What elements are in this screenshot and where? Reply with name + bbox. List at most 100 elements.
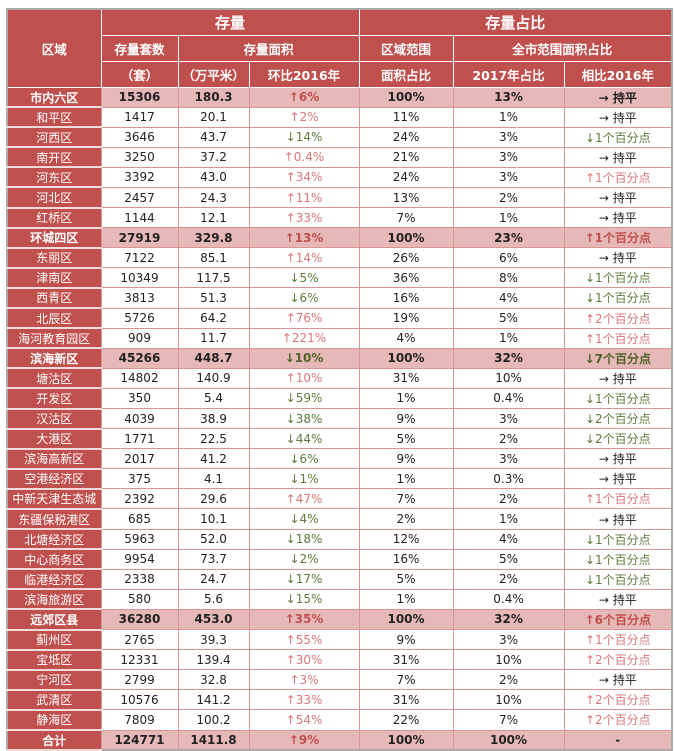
units-cell: 10349: [100, 267, 179, 289]
region-name: 河东区: [7, 167, 101, 189]
area-change-cell: ↑47%: [248, 488, 360, 510]
units-cell: 12331: [100, 649, 179, 671]
table-row: 河北区 2457 24.3 ↑11% 13% 2% → 持平: [7, 186, 673, 209]
region-name: 环城四区: [7, 227, 101, 249]
vs2016-cell: ↓2个百分点: [563, 428, 673, 450]
share2017-cell: 2%: [452, 186, 565, 209]
region-name: 汉沽区: [7, 408, 101, 430]
units-cell: 7809: [100, 709, 179, 731]
vs2016-cell: ↓1个百分点: [563, 568, 673, 590]
table-row: 中心商务区 9954 73.7 ↓2% 16% 5% ↓1个百分点: [7, 548, 673, 571]
region-share-cell: 1%: [358, 387, 454, 410]
units-cell: 45266: [100, 347, 179, 369]
vs2016-cell: → 持平: [563, 588, 673, 610]
vs2016-cell: → 持平: [563, 367, 673, 389]
share2017-cell: 13%: [452, 87, 565, 108]
share2017-cell: 23%: [452, 227, 565, 249]
region-share-cell: 24%: [358, 126, 454, 148]
table-row: 西青区 3813 51.3 ↓6% 16% 4% ↓1个百分点: [7, 287, 673, 310]
area-cell: 5.6: [177, 588, 250, 610]
area-change-cell: ↓6%: [248, 448, 360, 470]
table-row: 东疆保税港区 685 10.1 ↓4% 2% 1% → 持平: [7, 508, 673, 531]
subtotal-row: 合计 124771 1411.8 ↑9% 100% 100% -: [7, 729, 673, 751]
area-change-cell: ↓1%: [248, 468, 360, 490]
region-share-cell: 5%: [358, 568, 454, 590]
area-cell: 20.1: [177, 106, 250, 128]
region-share-cell: 26%: [358, 247, 454, 269]
region-share-cell: 22%: [358, 709, 454, 731]
area-cell: 37.2: [177, 146, 250, 168]
area-change-cell: ↑0.4%: [248, 146, 360, 168]
area-change-cell: ↑2%: [248, 106, 360, 128]
share2017-cell: 0.3%: [452, 468, 565, 490]
region-share-cell: 31%: [358, 649, 454, 671]
share2017-cell: 5%: [452, 307, 565, 329]
area-change-cell: ↑30%: [248, 649, 360, 671]
subtotal-row: 远郊区县 36280 453.0 ↑35% 100% 32% ↑6个百分点: [7, 608, 673, 631]
region-share-cell: 19%: [358, 307, 454, 329]
share2017-cell: 4%: [452, 287, 565, 309]
share2017-cell: 3%: [452, 448, 565, 470]
region-name: 武清区: [7, 689, 101, 711]
share2017-cell: 5%: [452, 548, 565, 570]
table-row: 滨海旅游区 580 5.6 ↓15% 1% 0.4% → 持平: [7, 588, 673, 611]
share2017-cell: 1%: [452, 207, 565, 229]
table-row: 南开区 3250 37.2 ↑0.4% 21% 3% → 持平: [7, 146, 673, 169]
units-cell: 3392: [100, 166, 179, 188]
table-row: 宁河区 2799 32.8 ↑3% 7% 2% → 持平: [7, 669, 673, 691]
area-change-cell: ↓17%: [248, 568, 360, 590]
vs2016-cell: → 持平: [563, 87, 673, 108]
area-change-cell: ↑54%: [248, 709, 360, 731]
share2017-cell: 6%: [452, 247, 565, 269]
share2017-cell: 0.4%: [452, 387, 565, 410]
area-change-cell: ↓15%: [248, 588, 360, 610]
vs2016-cell: ↑1个百分点: [563, 327, 673, 349]
region-share-cell: 100%: [358, 347, 454, 369]
region-share-cell: 7%: [358, 669, 454, 691]
area-cell: 140.9: [177, 367, 250, 389]
units-cell: 1144: [100, 207, 179, 229]
region-share-cell: 31%: [358, 689, 454, 711]
table-row: 大港区 1771 22.5 ↓44% 5% 2% ↓2个百分点: [7, 428, 673, 450]
region-name: 合计: [7, 730, 101, 751]
area-cell: 43.0: [177, 166, 250, 188]
area-change-cell: ↑11%: [248, 186, 360, 209]
region-share-cell: 13%: [358, 186, 454, 209]
area-cell: 39.3: [177, 629, 250, 651]
table-row: 开发区 350 5.4 ↓59% 1% 0.4% ↓1个百分点: [7, 387, 673, 410]
table-row: 河西区 3646 43.7 ↓14% 24% 3% ↓1个百分点: [7, 126, 673, 149]
header-region-share2: 面积占比: [358, 61, 454, 88]
subtotal-row: 环城四区 27919 329.8 ↑13% 100% 23% ↑1个百分点: [7, 227, 673, 249]
share2017-cell: 3%: [452, 146, 565, 168]
area-cell: 22.5: [177, 428, 250, 450]
area-cell: 32.8: [177, 669, 250, 691]
share2017-cell: 32%: [452, 608, 565, 631]
vs2016-cell: ↓1个百分点: [563, 287, 673, 309]
table-row: 临港经济区 2338 24.7 ↓17% 5% 2% ↓1个百分点: [7, 568, 673, 591]
header-region: 区域: [6, 8, 102, 88]
table-row: 蓟州区 2765 39.3 ↑55% 9% 3% ↑1个百分点: [7, 629, 673, 651]
table-row: 空港经济区 375 4.1 ↓1% 1% 0.3% → 持平: [7, 468, 673, 490]
region-share-cell: 9%: [358, 448, 454, 470]
table-row: 宝坻区 12331 139.4 ↑30% 31% 10% ↑2个百分点: [7, 649, 673, 671]
header-units: 存量套数: [100, 35, 179, 62]
area-change-cell: ↑221%: [248, 327, 360, 349]
area-change-cell: ↑6%: [248, 87, 360, 108]
table-row: 滨海高新区 2017 41.2 ↓6% 9% 3% → 持平: [7, 448, 673, 470]
table-row: 静海区 7809 100.2 ↑54% 22% 7% ↑2个百分点: [7, 709, 673, 732]
region-share-cell: 31%: [358, 367, 454, 389]
region-name: 蓟州区: [7, 629, 101, 651]
area-change-cell: ↓4%: [248, 508, 360, 530]
share2017-cell: 1%: [452, 106, 565, 128]
vs2016-cell: → 持平: [563, 106, 673, 128]
area-cell: 11.7: [177, 327, 250, 349]
area-cell: 52.0: [177, 528, 250, 550]
share2017-cell: 32%: [452, 347, 565, 369]
area-cell: 5.4: [177, 387, 250, 410]
area-change-cell: ↓2%: [248, 548, 360, 570]
area-change-cell: ↓14%: [248, 126, 360, 148]
area-change-cell: ↓38%: [248, 407, 360, 430]
share2017-cell: 2%: [452, 428, 565, 450]
region-share-cell: 1%: [358, 588, 454, 610]
region-name: 大港区: [7, 428, 101, 450]
